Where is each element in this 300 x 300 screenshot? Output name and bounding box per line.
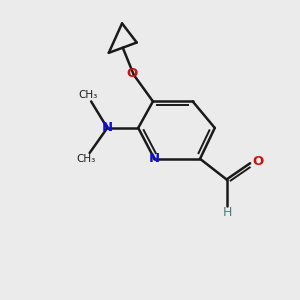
- Text: O: O: [127, 67, 138, 80]
- Text: O: O: [253, 155, 264, 168]
- Text: N: N: [149, 152, 160, 165]
- Text: N: N: [102, 122, 113, 134]
- Text: CH₃: CH₃: [76, 154, 96, 164]
- Text: CH₃: CH₃: [78, 90, 97, 100]
- Text: H: H: [223, 206, 232, 219]
